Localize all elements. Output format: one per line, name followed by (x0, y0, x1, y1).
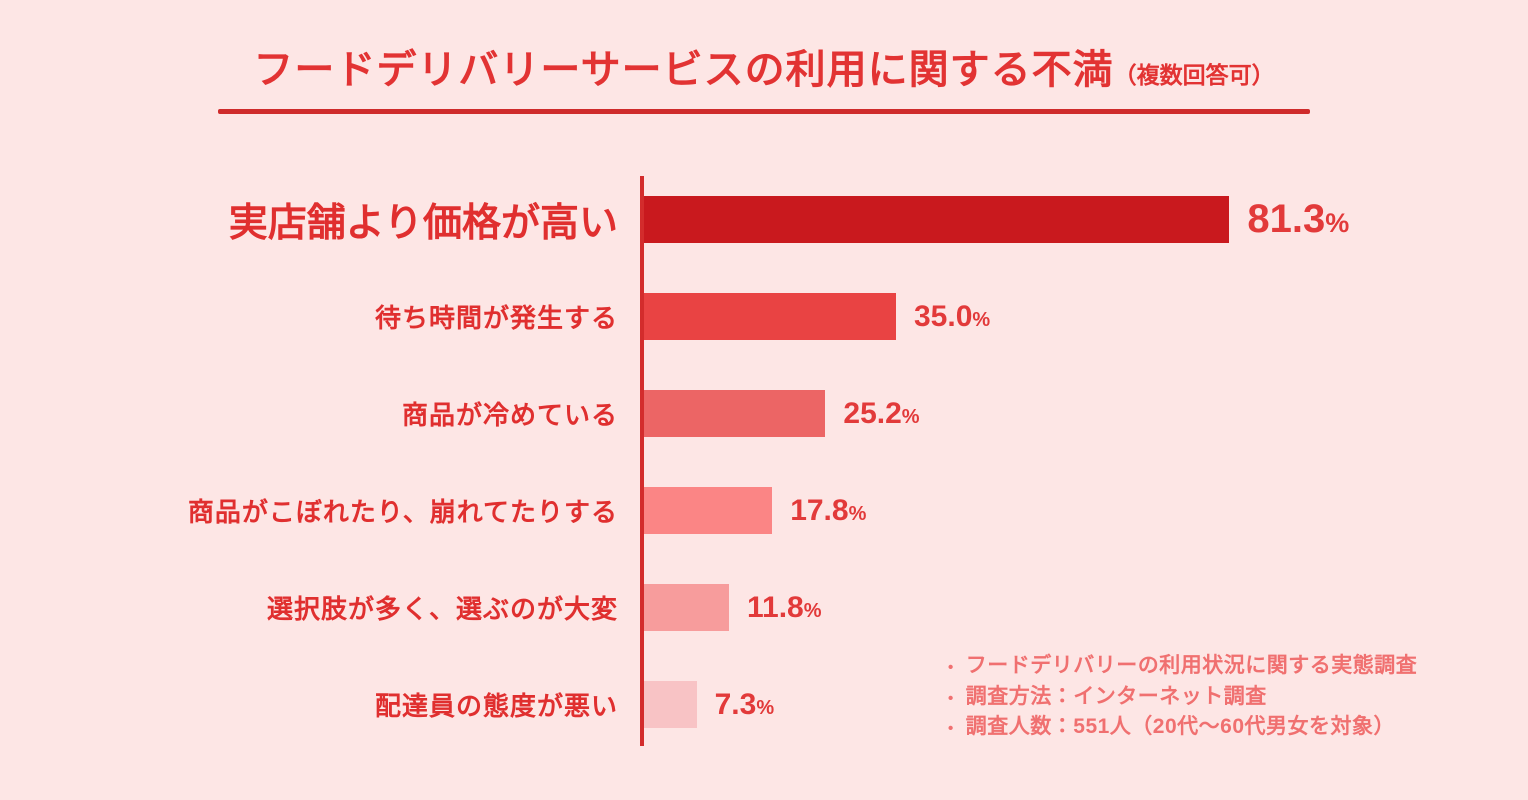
bar-value: 25.2% (843, 396, 920, 430)
title-sub: （複数回答可） (1113, 62, 1275, 88)
percent-sign: % (972, 308, 991, 331)
chart-row: 実店舗より価格が高い 81.3% (0, 171, 1528, 268)
bar-area: 25.2% (644, 390, 920, 437)
bar-value: 7.3% (714, 687, 775, 721)
bar (644, 196, 1230, 243)
percent-sign: % (901, 405, 920, 428)
page-title: フードデリバリーサービスの利用に関する不満（複数回答可） (0, 48, 1528, 92)
bar-chart: 実店舗より価格が高い 81.3% 待ち時間が発生する 35.0% 商品が冷めている 25.… (0, 171, 1528, 753)
note-item: • 調査方法：インターネット調査 (948, 683, 1417, 714)
bar (644, 584, 729, 631)
bar-label: 実店舗より価格が高い (228, 201, 618, 245)
bar-label: 商品が冷めている (401, 400, 618, 430)
bar-area: 35.0% (644, 293, 990, 340)
bar-label: 商品がこぼれたり、崩れてたりする (187, 497, 618, 527)
bar-label: 選択肢が多く、選ぶのが大変 (266, 594, 618, 624)
percent-sign: % (756, 696, 775, 719)
bar-area: 7.3% (644, 681, 774, 728)
bar-area: 17.8% (644, 487, 866, 534)
percent-sign: % (1325, 208, 1350, 238)
percent-sign: % (803, 599, 822, 622)
title-main: フードデリバリーサービスの利用に関する不満 (253, 48, 1114, 92)
bar-value: 11.8% (747, 590, 822, 624)
bar-value: 17.8% (790, 493, 867, 527)
note-text: 調査方法：インターネット調査 (965, 684, 1267, 708)
chart-row: 商品がこぼれたり、崩れてたりする 17.8% (0, 462, 1528, 559)
bar-area: 11.8% (644, 584, 822, 631)
survey-notes: • フードデリバリーの利用状況に関する実態調査 • 調査方法：インターネット調査 •… (948, 652, 1417, 744)
bullet-icon: • (948, 720, 954, 737)
bar-label: 配達員の態度が悪い (374, 691, 618, 721)
note-item: • フードデリバリーの利用状況に関する実態調査 (948, 652, 1417, 683)
note-item: • 調査人数：551人（20代〜60代男女を対象） (948, 713, 1417, 744)
percent-sign: % (848, 502, 867, 525)
bar-label: 待ち時間が発生する (374, 303, 618, 333)
bar-value: 81.3% (1247, 197, 1350, 241)
chart-axis-line (640, 176, 644, 746)
bar (644, 487, 773, 534)
bar-value: 35.0% (914, 299, 991, 333)
title-underline (218, 109, 1310, 114)
bar (644, 293, 896, 340)
chart-header: フードデリバリーサービスの利用に関する不満（複数回答可） (0, 0, 1528, 114)
bar (644, 681, 697, 728)
note-text: フードデリバリーの利用状況に関する実態調査 (965, 654, 1418, 677)
bullet-icon: • (948, 689, 954, 707)
chart-row: 配達員の態度が悪い 7.3% (0, 656, 1528, 753)
chart-rows: 実店舗より価格が高い 81.3% 待ち時間が発生する 35.0% 商品が冷めている 25.… (0, 171, 1528, 753)
chart-row: 商品が冷めている 25.2% (0, 365, 1528, 462)
note-text: 調査人数：551人（20代〜60代男女を対象） (965, 715, 1396, 738)
chart-row: 選択肢が多く、選ぶのが大変 11.8% (0, 559, 1528, 656)
chart-row: 待ち時間が発生する 35.0% (0, 268, 1528, 365)
bar (644, 390, 826, 437)
bullet-icon: • (948, 659, 954, 676)
bar-area: 81.3% (644, 196, 1349, 243)
